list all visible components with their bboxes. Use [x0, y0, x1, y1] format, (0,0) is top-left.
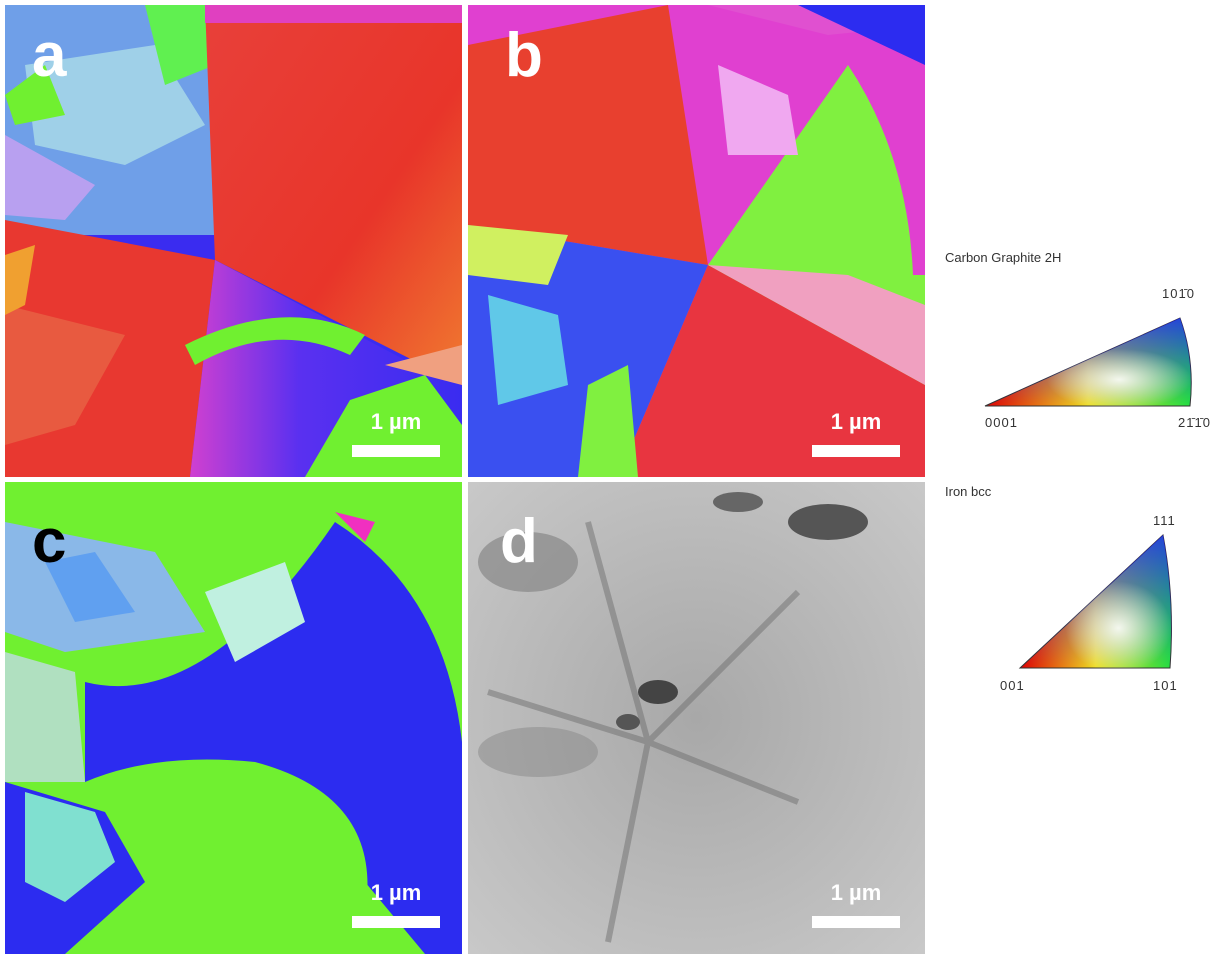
scale-label: 1 µm	[831, 409, 882, 434]
scale-label: 1 µm	[831, 880, 882, 905]
corner-label: 101̄0	[1162, 286, 1195, 301]
corner-label: 111	[1153, 513, 1176, 528]
legend-iron: Iron bcc 111 001 101	[945, 484, 1178, 693]
corner-label: 101	[1153, 678, 1178, 693]
corner-label: 0001	[985, 415, 1018, 430]
panel-label: a	[32, 21, 67, 90]
figure: a b c d 1 µm 1 µm 1 µm 1 µm Carbon Graph…	[0, 0, 1223, 956]
body: a b c d 1 µm 1 µm 1 µm 1 µm Carbon Graph…	[0, 0, 1223, 956]
panel-a	[5, 5, 462, 477]
legend-title: Carbon Graphite 2H	[945, 250, 1061, 265]
scale-label: 1 µm	[371, 880, 422, 905]
scale-label: 1 µm	[371, 409, 422, 434]
scale-bar	[352, 916, 440, 928]
legend-graphite: Carbon Graphite 2H 101̄0 0001 21̄1̄0	[945, 250, 1211, 430]
corner-label: 21̄1̄0	[1178, 415, 1211, 430]
panel-label: b	[505, 21, 543, 90]
scale-bar	[812, 445, 900, 457]
scale-bar	[352, 445, 440, 457]
scale-bar	[812, 916, 900, 928]
panel-label: c	[32, 507, 66, 576]
panel-label: d	[500, 507, 538, 576]
legend-title: Iron bcc	[945, 484, 992, 499]
corner-label: 001	[1000, 678, 1025, 693]
page: {"panels": [ {"label": "a", "scale_bar":…	[0, 0, 1223, 956]
